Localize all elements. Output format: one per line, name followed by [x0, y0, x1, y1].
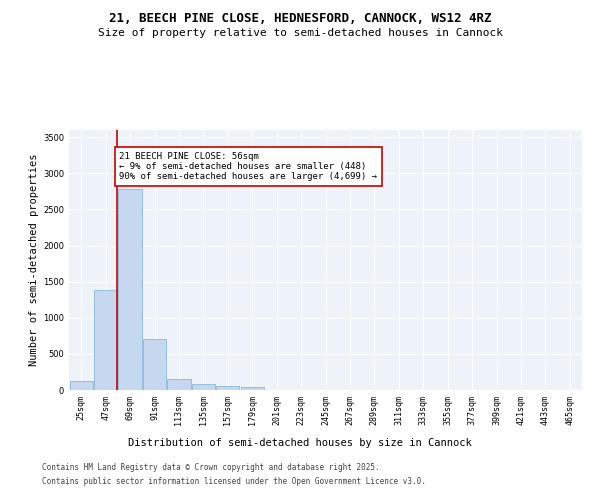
- Y-axis label: Number of semi-detached properties: Number of semi-detached properties: [29, 154, 39, 366]
- Text: Size of property relative to semi-detached houses in Cannock: Size of property relative to semi-detach…: [97, 28, 503, 38]
- Bar: [94, 290, 117, 390]
- Bar: [167, 379, 191, 390]
- Bar: [216, 386, 239, 390]
- Text: Distribution of semi-detached houses by size in Cannock: Distribution of semi-detached houses by …: [128, 438, 472, 448]
- Bar: [143, 340, 166, 390]
- Bar: [70, 380, 93, 390]
- Text: Contains HM Land Registry data © Crown copyright and database right 2025.: Contains HM Land Registry data © Crown c…: [42, 464, 380, 472]
- Bar: [192, 384, 215, 390]
- Text: 21 BEECH PINE CLOSE: 56sqm
← 9% of semi-detached houses are smaller (448)
90% of: 21 BEECH PINE CLOSE: 56sqm ← 9% of semi-…: [119, 152, 377, 182]
- Bar: [241, 388, 264, 390]
- Bar: [118, 189, 142, 390]
- Text: 21, BEECH PINE CLOSE, HEDNESFORD, CANNOCK, WS12 4RZ: 21, BEECH PINE CLOSE, HEDNESFORD, CANNOC…: [109, 12, 491, 26]
- Text: Contains public sector information licensed under the Open Government Licence v3: Contains public sector information licen…: [42, 477, 426, 486]
